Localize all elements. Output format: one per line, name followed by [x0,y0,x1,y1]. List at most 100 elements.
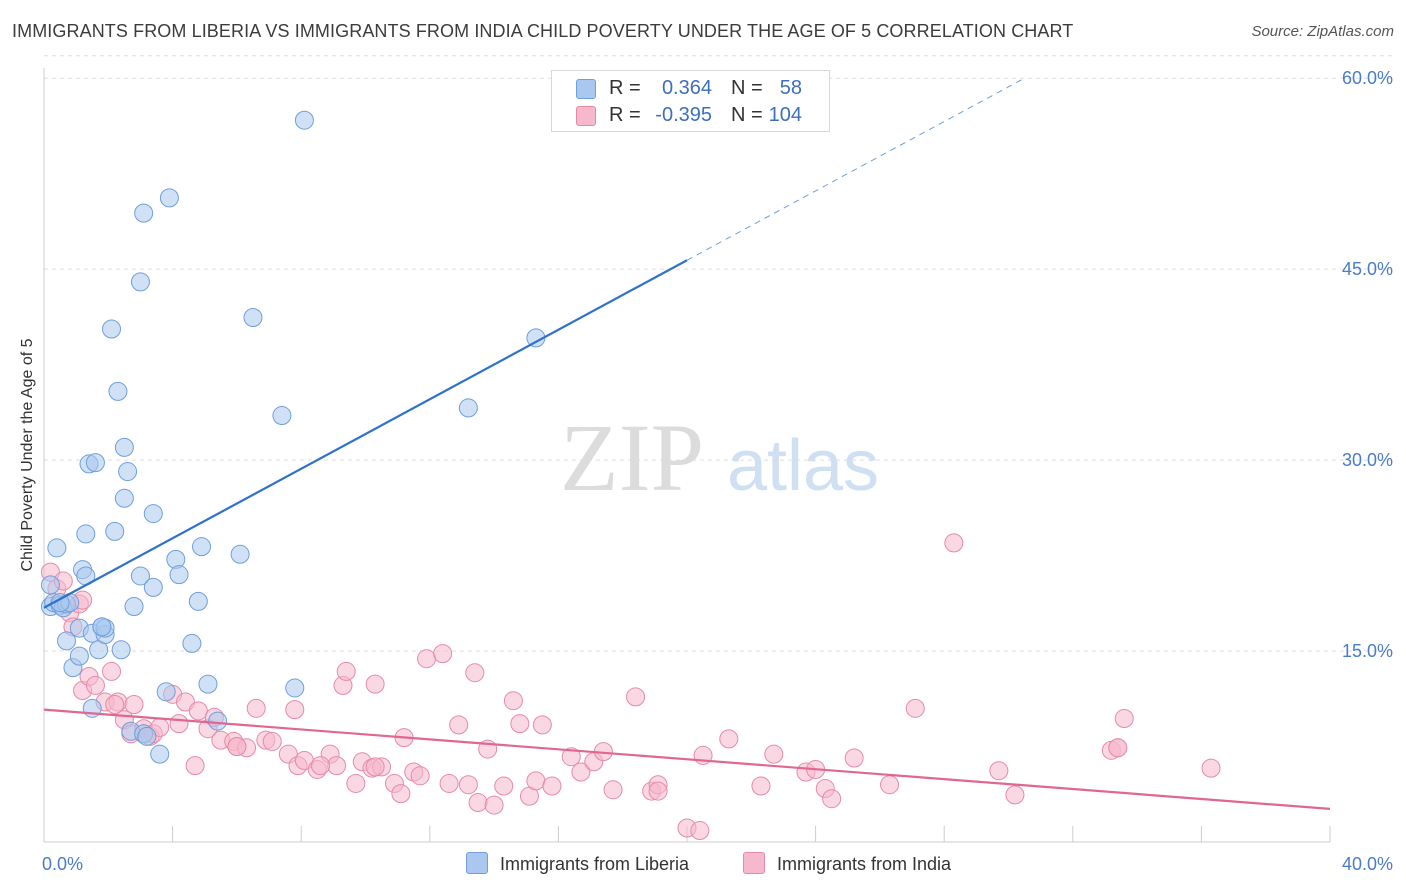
liberia-point [198,674,218,694]
india-point [449,715,469,735]
chart-title: IMMIGRANTS FROM LIBERIA VS IMMIGRANTS FR… [12,21,1074,41]
liberia-point [243,308,263,328]
liberia-legend-label: Immigrants from Liberia [500,854,690,874]
india-point [484,795,504,815]
y-tick-label: 30.0% [1342,450,1393,470]
india-point [561,747,581,767]
india-point [336,661,356,681]
india-point [188,701,208,721]
liberia-point [114,437,134,457]
india-point [603,780,623,800]
india-points [40,533,1221,841]
india-point [246,698,266,718]
liberia-point [285,678,305,698]
liberia-point [130,566,150,586]
liberia-point [105,521,125,541]
india-point [169,714,189,734]
india-point [526,771,546,791]
liberia-point [40,575,60,595]
liberia-point [92,617,112,637]
india-point [648,781,668,801]
liberia-point [150,744,170,764]
india-point [346,773,366,793]
liberia-point [108,381,128,401]
india-point [690,821,710,841]
india-point [989,761,1009,781]
y-axis-label: Child Poverty Under the Age of 5 [19,338,36,571]
liberia-point [76,524,96,544]
india-point [532,715,552,735]
india-point [626,687,646,707]
india-point [880,775,900,795]
bottom-legend-liberia: Immigrants from Liberia [466,852,689,875]
n-label: N = [731,77,763,99]
india-point [327,756,347,776]
axes [43,68,1331,843]
india-point [185,756,205,776]
india-point [719,729,739,749]
india-point [751,776,771,796]
india-point [494,776,514,796]
liberia-point [156,682,176,702]
watermark: ZIP atlas [560,404,879,511]
grid-lines [44,55,1392,652]
watermark-atlas: atlas [727,426,879,506]
liberia-point [102,319,122,339]
liberia-point [143,504,163,524]
trend-lines [43,77,1331,810]
india-legend-label: Immigrants from India [777,854,952,874]
liberia-point [294,110,314,130]
liberia-point [208,711,228,731]
liberia-point [111,640,131,660]
india-point [844,748,864,768]
india-point [510,714,530,734]
india-point [310,756,330,776]
x-tick-label: 40.0% [1342,854,1393,874]
india-point [1108,738,1128,758]
liberia-point [169,565,189,585]
india-point [439,773,459,793]
liberia-point [458,398,478,418]
r-value: 0.364 [661,77,712,99]
india-point [503,691,523,711]
liberia-point [85,453,105,473]
india-point [417,649,437,669]
y-tick-label: 45.0% [1342,259,1393,279]
n-value: 104 [768,104,802,126]
liberia-point [50,593,70,613]
liberia-trend-line [43,259,688,609]
india-point [262,731,282,751]
legend-row-india: R = -0.395 N = 104 [552,102,829,128]
bottom-legend-india: Immigrants from India [743,852,951,875]
liberia-point [57,631,77,651]
india-point [124,695,144,715]
liberia-point [69,646,89,666]
liberia-point [134,203,154,223]
india-swatch [576,106,596,126]
india-point [85,675,105,695]
y-tick-label: 60.0% [1342,68,1393,88]
watermark-zip: ZIP [560,404,704,511]
india-point [571,762,591,782]
india-point [365,757,385,777]
liberia-trend-extension [686,77,1025,261]
india-point [542,776,562,796]
india-point [365,674,385,694]
liberia-point [143,577,163,597]
liberia-point [192,537,212,557]
india-point [1005,785,1025,805]
india-point [1114,709,1134,729]
x-tick-label: 0.0% [42,854,83,874]
india-legend-swatch [743,852,765,874]
india-point [822,789,842,809]
tick-labels: 15.0% 30.0% 45.0% 60.0% 0.0% 40.0% [42,68,1393,874]
india-point [227,737,247,757]
n-label: N = [731,104,763,126]
liberia-point [159,188,179,208]
india-point [905,698,925,718]
liberia-point [124,596,144,616]
liberia-legend-swatch [466,852,488,874]
legend-row-liberia: R = 0.364 N = 58 [552,75,829,101]
liberia-point [230,544,250,564]
